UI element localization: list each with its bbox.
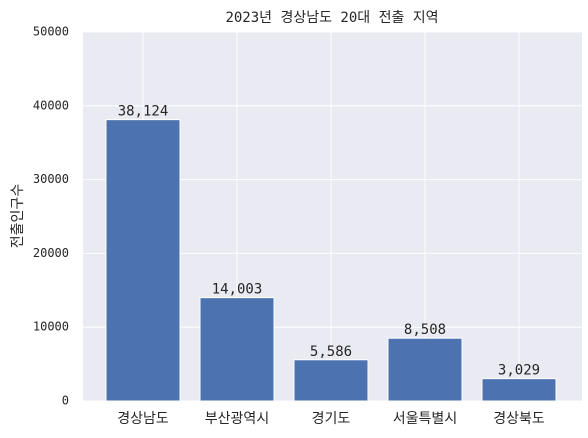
bar bbox=[387, 337, 463, 402]
bar bbox=[199, 297, 275, 402]
y-tick-label: 20000 bbox=[33, 246, 69, 260]
value-label: 8,508 bbox=[404, 322, 446, 338]
value-label: 14,003 bbox=[212, 282, 263, 298]
x-tick-label: 부산광역시 bbox=[205, 411, 269, 427]
y-axis-label: 전출인구수 bbox=[10, 184, 26, 249]
x-tick-label: 경상북도 bbox=[493, 411, 545, 427]
y-tick-label: 0 bbox=[62, 394, 69, 408]
bar bbox=[293, 359, 369, 402]
bar bbox=[481, 378, 557, 402]
value-label: 38,124 bbox=[118, 104, 169, 120]
y-tick-label: 50000 bbox=[33, 25, 69, 39]
x-tick-label: 경기도 bbox=[312, 411, 351, 427]
value-label: 5,586 bbox=[310, 344, 352, 360]
y-tick-label: 30000 bbox=[33, 172, 69, 186]
x-tick-label: 경상남도 bbox=[117, 411, 169, 427]
x-tick-label: 서울특별시 bbox=[393, 411, 457, 427]
y-tick-label: 40000 bbox=[33, 98, 69, 112]
bar bbox=[105, 119, 181, 402]
y-tick-label: 10000 bbox=[33, 320, 69, 334]
chart-title: 2023년 경상남도 20대 전출 지역 bbox=[225, 10, 438, 26]
value-label: 3,029 bbox=[498, 363, 540, 379]
